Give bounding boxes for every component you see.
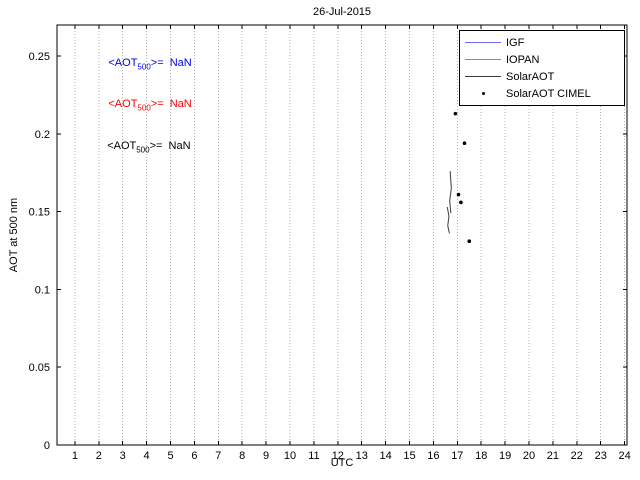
svg-text:19: 19 bbox=[499, 450, 511, 462]
tick-marks bbox=[57, 25, 627, 446]
svg-text:17: 17 bbox=[451, 450, 463, 462]
svg-text:0.2: 0.2 bbox=[35, 129, 50, 141]
svg-text:23: 23 bbox=[595, 450, 607, 462]
svg-text:5: 5 bbox=[167, 450, 173, 462]
svg-text:3: 3 bbox=[120, 450, 126, 462]
svg-text:1: 1 bbox=[72, 450, 78, 462]
svg-text:0.15: 0.15 bbox=[29, 207, 50, 219]
y-tick-labels: 0 0.05 0.1 0.15 0.2 0.25 bbox=[29, 51, 50, 452]
legend-line-sample-icon bbox=[465, 42, 501, 43]
plot-box bbox=[56, 24, 628, 446]
series-solaraot-cimel bbox=[453, 111, 472, 244]
chart-title: 26-Jul-2015 bbox=[312, 6, 372, 18]
legend-label: IOPAN bbox=[506, 53, 540, 66]
legend-entry: SolarAOT bbox=[460, 68, 624, 85]
svg-text:18: 18 bbox=[475, 450, 487, 462]
legend: IGF IOPAN SolarAOT SolarAOT CIMEL bbox=[459, 30, 625, 106]
svg-text:4: 4 bbox=[144, 450, 150, 462]
svg-text:11: 11 bbox=[308, 450, 319, 462]
svg-text:12: 12 bbox=[332, 450, 344, 462]
svg-text:24: 24 bbox=[618, 450, 630, 462]
svg-text:22: 22 bbox=[571, 450, 583, 462]
legend-entry: IOPAN bbox=[460, 51, 624, 68]
svg-text:16: 16 bbox=[427, 450, 439, 462]
svg-text:13: 13 bbox=[356, 450, 368, 462]
svg-text:6: 6 bbox=[191, 450, 197, 462]
aot-mean-annotation-2: <AOT500>= NaN bbox=[107, 140, 191, 155]
x-axis-label: UTC bbox=[330, 457, 354, 469]
svg-text:10: 10 bbox=[284, 450, 296, 462]
legend-entry: SolarAOT CIMEL bbox=[460, 85, 624, 102]
aot-mean-annotation-0: <AOT500>= NaN bbox=[108, 57, 192, 72]
legend-entry: IGF bbox=[460, 34, 624, 51]
svg-text:21: 21 bbox=[547, 450, 559, 462]
aot-mean-annotation-1: <AOT500>= NaN bbox=[108, 98, 192, 113]
legend-dot-sample-icon bbox=[481, 92, 485, 95]
svg-text:15: 15 bbox=[403, 450, 415, 462]
svg-text:20: 20 bbox=[523, 450, 535, 462]
svg-text:0.1: 0.1 bbox=[35, 284, 50, 296]
legend-label: IGF bbox=[506, 36, 525, 49]
svg-text:0: 0 bbox=[44, 440, 50, 452]
svg-text:8: 8 bbox=[239, 450, 245, 462]
svg-text:2: 2 bbox=[96, 450, 102, 462]
x-tick-labels: 1 2 3 4 5 6 7 8 9 10 11 12 13 14 15 16 17 18 19 20 21 22 23 24 bbox=[72, 450, 631, 462]
svg-text:9: 9 bbox=[263, 450, 269, 462]
svg-text:0.05: 0.05 bbox=[29, 362, 50, 374]
svg-text:0.25: 0.25 bbox=[29, 51, 50, 63]
svg-text:7: 7 bbox=[215, 450, 221, 462]
legend-line-sample-icon bbox=[465, 76, 501, 77]
series-solaraot bbox=[446, 171, 452, 234]
legend-line-sample-icon bbox=[465, 59, 501, 60]
legend-label: SolarAOT CIMEL bbox=[506, 87, 591, 100]
svg-text:14: 14 bbox=[379, 450, 391, 462]
legend-label: SolarAOT bbox=[506, 70, 555, 83]
